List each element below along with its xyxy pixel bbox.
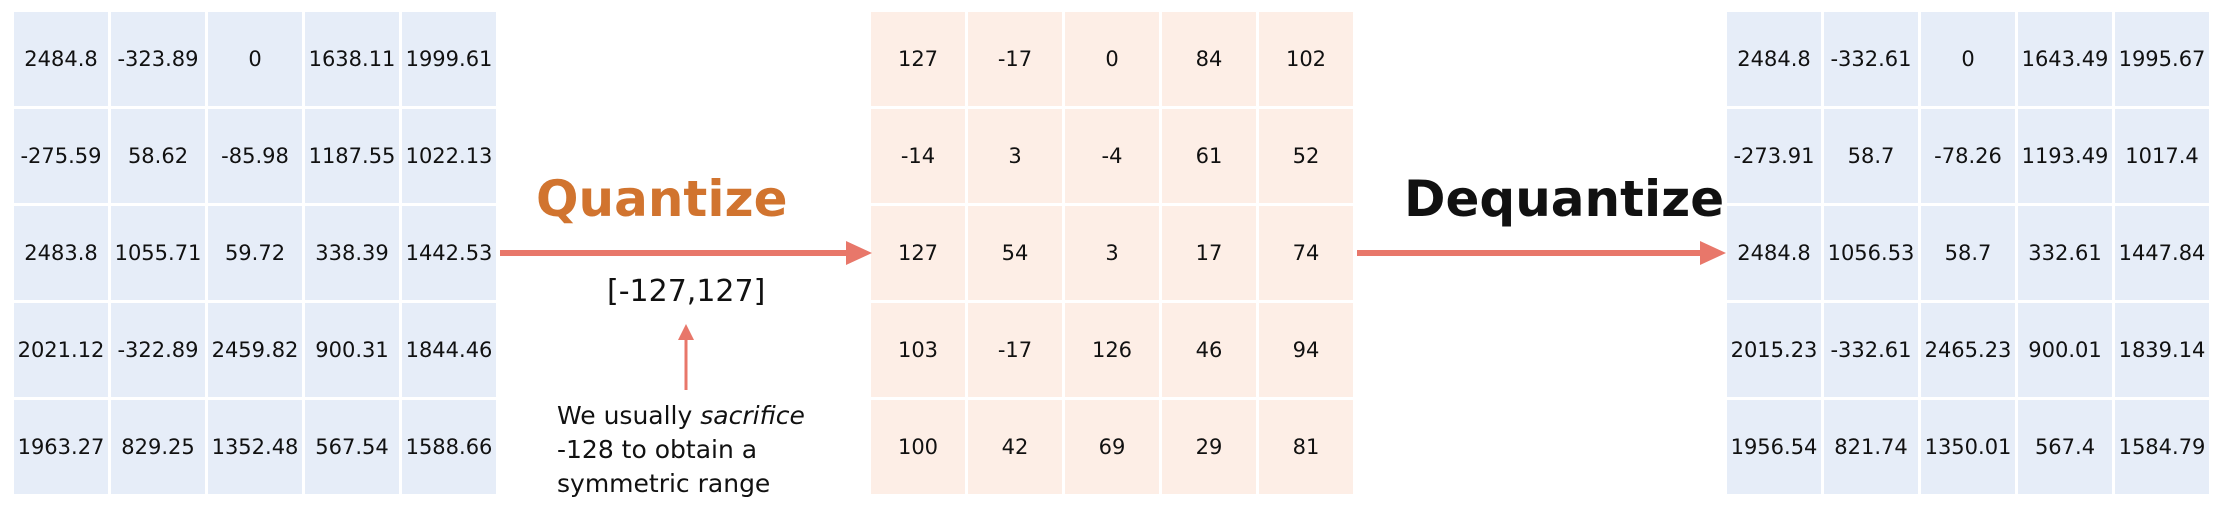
quantized-cell: -14	[871, 109, 965, 203]
quantized-cell: 42	[968, 400, 1062, 494]
dequantized-cell: 821.74	[1824, 400, 1918, 494]
quantized-cell: -17	[968, 12, 1062, 106]
note-line-2: -128 to obtain a	[557, 435, 758, 464]
quantized-cell: 69	[1065, 400, 1159, 494]
quantized-cell: 94	[1259, 303, 1353, 397]
quantized-cell: 126	[1065, 303, 1159, 397]
quantized-cell: 127	[871, 12, 965, 106]
note-text-pre: We usually	[557, 401, 701, 430]
quantized-cell: 3	[1065, 206, 1159, 300]
original-cell: 1022.13	[402, 109, 496, 203]
quantized-cell: 17	[1162, 206, 1256, 300]
dequantized-matrix: 2484.8 -332.61 0 1643.49 1995.67 -273.91 58.7-…	[1727, 12, 2209, 494]
dequantized-cell: 1017.4	[2115, 109, 2209, 203]
original-cell: 2484.8	[14, 12, 108, 106]
original-cell: 1055.71	[111, 206, 205, 300]
quantized-cell: 81	[1259, 400, 1353, 494]
note-emphasis: sacrifice	[700, 401, 805, 430]
dequantized-cell: 58.7	[1824, 109, 1918, 203]
quantized-cell: -17	[968, 303, 1062, 397]
original-cell: -322.89	[111, 303, 205, 397]
dequantized-cell: 0	[1921, 12, 2015, 106]
range-label: [-127,127]	[607, 274, 766, 309]
quantized-cell: 74	[1259, 206, 1353, 300]
dequantized-cell: 1995.67	[2115, 12, 2209, 106]
original-cell: 1963.27	[14, 400, 108, 494]
dequantized-cell: 1956.54	[1727, 400, 1821, 494]
quantized-cell: 54	[968, 206, 1062, 300]
dequantized-cell: -332.61	[1824, 303, 1918, 397]
original-cell: 900.31	[305, 303, 399, 397]
dequantized-cell: 1643.49	[2018, 12, 2112, 106]
original-cell: 59.72	[208, 206, 302, 300]
original-matrix: 2484.8 -323.89 0 1638.11 1999.61 -275.59 58.62…	[14, 12, 496, 494]
dequantize-arrow-head	[1700, 241, 1726, 265]
quantized-cell: 103	[871, 303, 965, 397]
dequantized-cell: 900.01	[2018, 303, 2112, 397]
dequantized-cell: -273.91	[1727, 109, 1821, 203]
quantized-cell: 52	[1259, 109, 1353, 203]
note-line-3: symmetric range	[557, 469, 771, 498]
original-cell: 567.54	[305, 400, 399, 494]
quantize-arrow-head	[846, 241, 872, 265]
note-arrow-head	[678, 324, 694, 340]
dequantized-cell: 2015.23	[1727, 303, 1821, 397]
quantized-cell: 29	[1162, 400, 1256, 494]
dequantized-cell: 1447.84	[2115, 206, 2209, 300]
original-cell: -275.59	[14, 109, 108, 203]
original-cell: 58.62	[111, 109, 205, 203]
original-cell: 2021.12	[14, 303, 108, 397]
original-cell: 829.25	[111, 400, 205, 494]
quantized-cell: 3	[968, 109, 1062, 203]
original-cell: 1638.11	[305, 12, 399, 106]
dequantized-cell: 58.7	[1921, 206, 2015, 300]
dequantized-cell: 1584.79	[2115, 400, 2209, 494]
quantized-matrix: 127 -17 0 84 102 -14 3 -4 61 52 127 54 3 17 74 103 -17 12…	[871, 12, 1353, 494]
original-cell: 1187.55	[305, 109, 399, 203]
original-cell: 1352.48	[208, 400, 302, 494]
original-cell: 2459.82	[208, 303, 302, 397]
original-cell: 1442.53	[402, 206, 496, 300]
dequantized-cell: 2484.8	[1727, 12, 1821, 106]
quantized-cell: 100	[871, 400, 965, 494]
dequantized-cell: 2465.23	[1921, 303, 2015, 397]
dequantized-cell: -332.61	[1824, 12, 1918, 106]
original-cell: -323.89	[111, 12, 205, 106]
quantized-cell: 84	[1162, 12, 1256, 106]
dequantized-cell: 332.61	[2018, 206, 2112, 300]
original-cell: -85.98	[208, 109, 302, 203]
quantized-cell: 127	[871, 206, 965, 300]
quantized-cell: 102	[1259, 12, 1353, 106]
dequantized-cell: 1056.53	[1824, 206, 1918, 300]
dequantized-cell: 1193.49	[2018, 109, 2112, 203]
quantized-cell: 61	[1162, 109, 1256, 203]
original-cell: 1844.46	[402, 303, 496, 397]
dequantized-cell: -78.26	[1921, 109, 2015, 203]
dequantized-cell: 2484.8	[1727, 206, 1821, 300]
dequantize-title: Dequantize	[1404, 170, 1725, 228]
original-cell: 2483.8	[14, 206, 108, 300]
quantized-cell: -4	[1065, 109, 1159, 203]
note-line-1: We usually sacrifice	[557, 399, 805, 433]
original-cell: 338.39	[305, 206, 399, 300]
dequantized-cell: 567.4	[2018, 400, 2112, 494]
original-cell: 0	[208, 12, 302, 106]
sacrifice-note: We usually sacrifice -128 to obtain a sy…	[557, 399, 805, 501]
original-cell: 1588.66	[402, 400, 496, 494]
quantized-cell: 0	[1065, 12, 1159, 106]
dequantized-cell: 1350.01	[1921, 400, 2015, 494]
quantize-title: Quantize	[536, 170, 788, 228]
dequantized-cell: 1839.14	[2115, 303, 2209, 397]
original-cell: 1999.61	[402, 12, 496, 106]
quantized-cell: 46	[1162, 303, 1256, 397]
